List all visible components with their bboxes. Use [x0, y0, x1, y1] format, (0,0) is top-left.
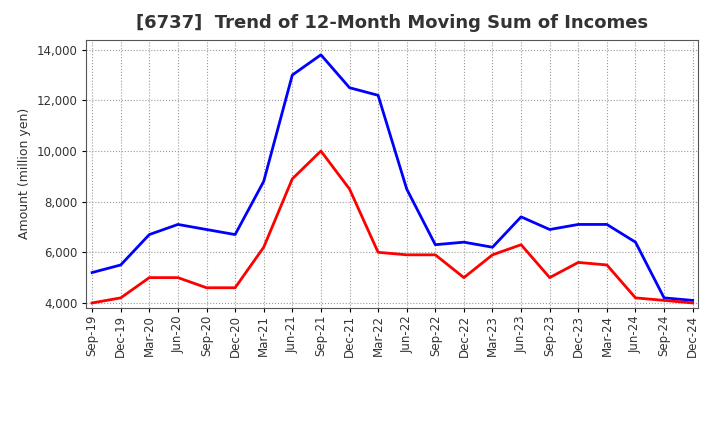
- Net Income: [488, 252, 497, 257]
- Net Income: [688, 300, 697, 305]
- Ordinary Income: [488, 245, 497, 250]
- Net Income: [145, 275, 153, 280]
- Line: Ordinary Income: Ordinary Income: [92, 55, 693, 301]
- Net Income: [431, 252, 440, 257]
- Ordinary Income: [117, 262, 125, 268]
- Net Income: [259, 245, 268, 250]
- Ordinary Income: [631, 239, 640, 245]
- Net Income: [374, 249, 382, 255]
- Ordinary Income: [431, 242, 440, 247]
- Net Income: [202, 285, 211, 290]
- Ordinary Income: [88, 270, 96, 275]
- Title: [6737]  Trend of 12-Month Moving Sum of Incomes: [6737] Trend of 12-Month Moving Sum of I…: [136, 15, 649, 33]
- Ordinary Income: [545, 227, 554, 232]
- Ordinary Income: [402, 187, 411, 192]
- Net Income: [631, 295, 640, 301]
- Ordinary Income: [231, 232, 240, 237]
- Ordinary Income: [603, 222, 611, 227]
- Ordinary Income: [660, 295, 668, 301]
- Net Income: [288, 176, 297, 182]
- Net Income: [603, 262, 611, 268]
- Net Income: [117, 295, 125, 301]
- Ordinary Income: [345, 85, 354, 90]
- Ordinary Income: [259, 179, 268, 184]
- Ordinary Income: [174, 222, 182, 227]
- Net Income: [545, 275, 554, 280]
- Ordinary Income: [459, 239, 468, 245]
- Ordinary Income: [288, 73, 297, 78]
- Ordinary Income: [374, 93, 382, 98]
- Net Income: [345, 187, 354, 192]
- Ordinary Income: [317, 52, 325, 58]
- Ordinary Income: [202, 227, 211, 232]
- Net Income: [317, 148, 325, 154]
- Ordinary Income: [688, 298, 697, 303]
- Net Income: [402, 252, 411, 257]
- Line: Net Income: Net Income: [92, 151, 693, 303]
- Net Income: [88, 300, 96, 305]
- Net Income: [231, 285, 240, 290]
- Net Income: [517, 242, 526, 247]
- Net Income: [459, 275, 468, 280]
- Ordinary Income: [145, 232, 153, 237]
- Net Income: [574, 260, 582, 265]
- Ordinary Income: [574, 222, 582, 227]
- Net Income: [660, 298, 668, 303]
- Y-axis label: Amount (million yen): Amount (million yen): [18, 108, 31, 239]
- Net Income: [174, 275, 182, 280]
- Ordinary Income: [517, 214, 526, 220]
